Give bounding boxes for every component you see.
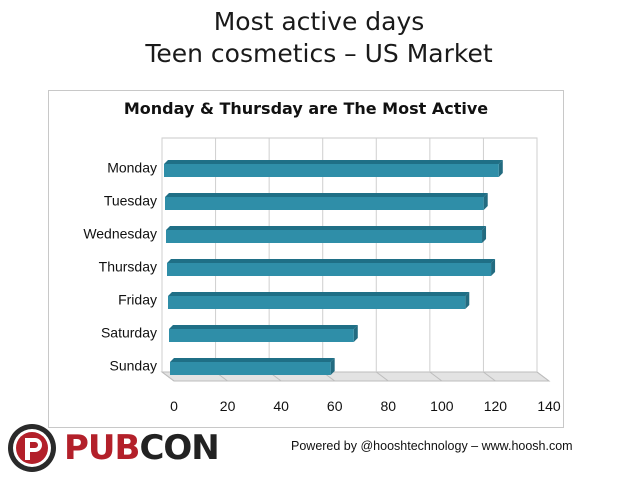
footer-credit: Powered by @hooshtechnology – www.hoosh.… bbox=[291, 439, 573, 453]
bar-side bbox=[498, 160, 503, 177]
x-tick-label: 0 bbox=[170, 398, 178, 414]
gridline-floor bbox=[161, 371, 175, 382]
slide-title-line2: Teen cosmetics – US Market bbox=[145, 39, 493, 68]
bar-side bbox=[330, 358, 335, 375]
bar-side bbox=[465, 292, 470, 309]
bar-top bbox=[166, 226, 487, 230]
x-tick-label: 80 bbox=[380, 398, 396, 414]
x-tick-label: 100 bbox=[430, 398, 454, 414]
bar-wednesday bbox=[166, 230, 483, 243]
bar-thursday bbox=[167, 263, 492, 276]
category-label: Tuesday bbox=[104, 193, 157, 209]
pubcon-wordmark: PUBCON bbox=[64, 428, 220, 468]
bar-side bbox=[353, 325, 358, 342]
chart-title: Monday & Thursday are The Most Active bbox=[123, 99, 489, 118]
bar-saturday bbox=[169, 329, 354, 342]
category-label: Saturday bbox=[101, 325, 157, 341]
category-label: Wednesday bbox=[83, 226, 157, 242]
pubcon-p-icon bbox=[8, 424, 56, 472]
category-label: Friday bbox=[118, 292, 157, 308]
category-label: Sunday bbox=[110, 358, 157, 374]
bar-top bbox=[167, 259, 496, 263]
bar-side bbox=[491, 259, 496, 276]
bar-sunday bbox=[170, 362, 331, 375]
gridline-floor bbox=[536, 371, 550, 382]
x-tick-label: 140 bbox=[537, 398, 561, 414]
category-label: Monday bbox=[107, 160, 157, 176]
gridline-floor bbox=[375, 371, 389, 382]
bar-friday bbox=[168, 296, 466, 309]
gridline-floor bbox=[483, 371, 496, 382]
bar-side bbox=[483, 193, 488, 210]
slide-title-line1: Most active days bbox=[213, 7, 425, 36]
x-tick-label: 120 bbox=[484, 398, 508, 414]
pubcon-logo: PUBCON bbox=[6, 420, 220, 476]
x-tick-label: 60 bbox=[327, 398, 343, 414]
bar-top bbox=[164, 160, 503, 164]
x-tick-label: 40 bbox=[273, 398, 289, 414]
category-label: Thursday bbox=[99, 259, 157, 275]
x-tick-label: 20 bbox=[220, 398, 236, 414]
bar-top bbox=[165, 193, 488, 197]
bar-tuesday bbox=[165, 197, 484, 210]
bar-side bbox=[482, 226, 487, 243]
bar-top bbox=[168, 292, 470, 296]
bar-top bbox=[170, 358, 335, 362]
slide-title: Most active days Teen cosmetics – US Mar… bbox=[0, 6, 638, 70]
bar-monday bbox=[164, 164, 499, 177]
gridline-floor bbox=[429, 371, 443, 382]
bar-top bbox=[169, 325, 358, 329]
